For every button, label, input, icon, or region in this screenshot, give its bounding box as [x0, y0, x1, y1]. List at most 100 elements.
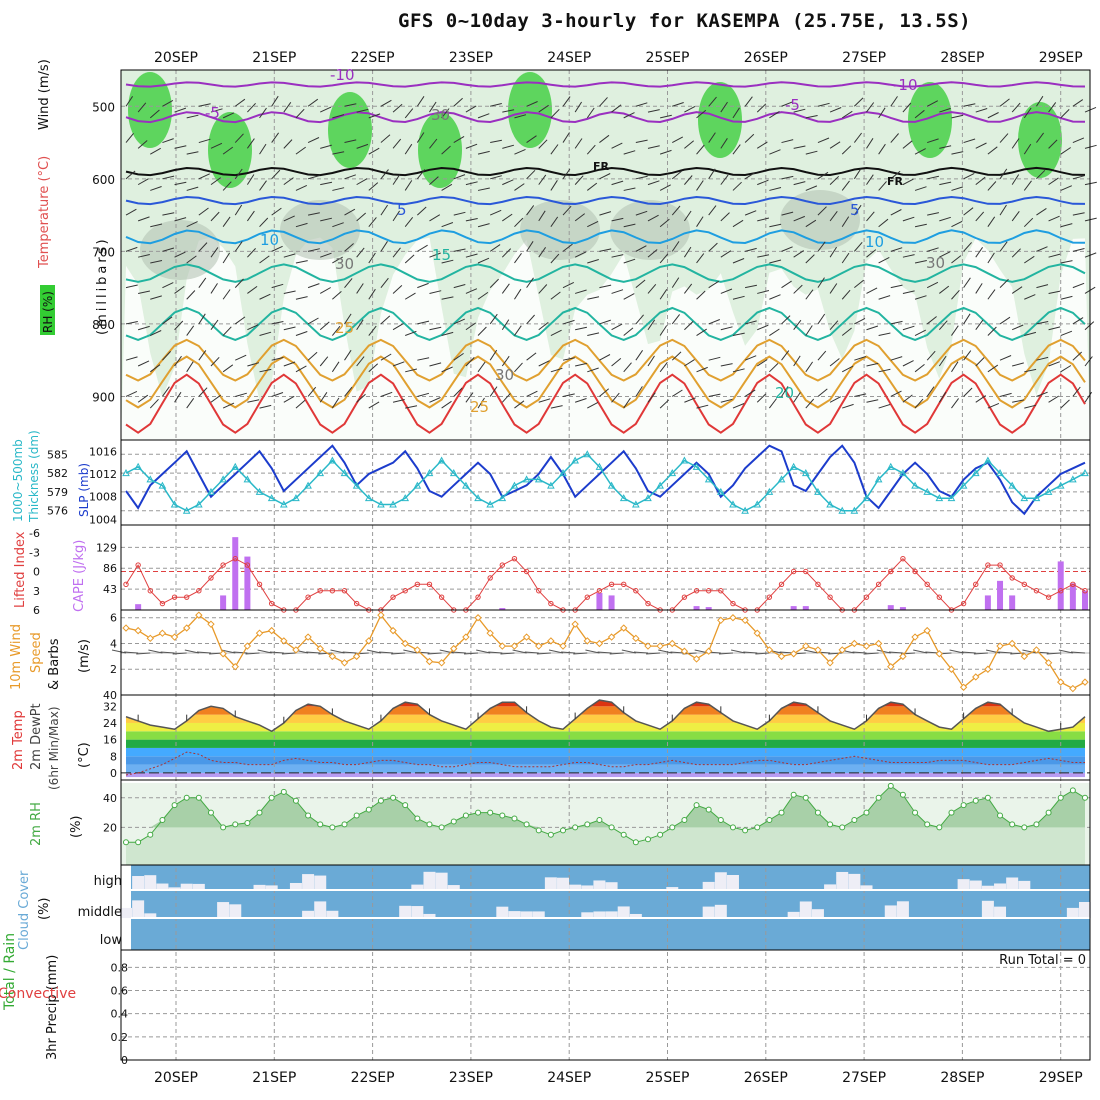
wind-barb [841, 252, 850, 264]
wind-barb [890, 247, 903, 252]
wind-barb [744, 389, 756, 397]
wind-barb [599, 319, 611, 325]
wind-barb [866, 287, 878, 294]
cape-bar [790, 606, 797, 610]
wind-barb [623, 258, 636, 264]
wind-barb-10m [281, 652, 296, 655]
rh-point [305, 812, 312, 819]
wind-barb [769, 259, 782, 264]
wind-barb [150, 147, 161, 155]
wind-barb [453, 352, 464, 361]
moisture-area [128, 72, 172, 148]
wind-barb [404, 292, 416, 300]
thickness-point [911, 481, 919, 489]
wind-barb [271, 95, 279, 107]
wind-barb [878, 181, 887, 191]
wind-barb [1072, 175, 1085, 180]
rh-point [948, 809, 955, 816]
wind-barb [441, 145, 451, 155]
lifted-index-point [317, 588, 323, 594]
date-label-top: 28SEP [940, 50, 984, 66]
rh-point [280, 788, 287, 795]
cape-tick: 86 [103, 562, 117, 575]
wind-barb [732, 368, 745, 373]
wind-speed-point [122, 624, 130, 632]
cloud-high-gap [144, 875, 157, 890]
wind-barb [198, 103, 211, 107]
wind-speed-point [1044, 659, 1053, 667]
wind-barb [477, 291, 489, 300]
wind-barb [926, 350, 936, 361]
temperature-contour [125, 306, 1086, 341]
wind-barb [538, 104, 549, 113]
wind-barb [866, 174, 874, 185]
lifted-index-tick: 6 [33, 604, 40, 617]
wind-barb [999, 133, 1009, 143]
thickness-point [316, 469, 325, 477]
wind-barb [671, 351, 682, 361]
cloud-label: Cloud Cover [17, 870, 32, 950]
wind-barb [769, 363, 779, 373]
wind-barb [271, 357, 284, 361]
lifted-index-tick: 0 [33, 566, 40, 579]
panel-frame [120, 439, 1091, 526]
wind-barb [987, 289, 996, 300]
date-label-bottom: 25SEP [646, 1070, 690, 1086]
wind-speed-point [413, 646, 422, 654]
date-label-bottom: 27SEP [842, 1070, 886, 1086]
wind-barb [975, 395, 986, 403]
wind-barb [1036, 207, 1047, 216]
wind-barb [198, 387, 208, 397]
rh-point [596, 816, 603, 823]
lifted-index-point [353, 600, 360, 607]
thickness-point [765, 487, 774, 495]
wind-barb [368, 252, 376, 264]
cloud-high-gap [192, 883, 205, 890]
wind-barb [866, 399, 879, 403]
wind-barb [392, 285, 403, 294]
temperature-band [126, 747, 1085, 757]
wind-barb-10m [379, 651, 394, 654]
wind-barb [271, 283, 284, 289]
cloud-high-gap [969, 880, 982, 890]
wind-barb [283, 361, 296, 367]
rh-point [414, 815, 421, 822]
wind-barb [890, 284, 903, 289]
wind-speed-point [134, 626, 142, 635]
rh-point [377, 797, 384, 804]
wind-speed-point [219, 650, 227, 658]
wind-barb [623, 112, 635, 119]
rh-point [390, 794, 397, 801]
wind-barb [550, 291, 561, 300]
rh-point [535, 827, 542, 834]
cape-tick: 43 [103, 583, 117, 596]
wind-barb [137, 216, 150, 222]
wind-speed-point [583, 637, 591, 645]
wind-barb [562, 281, 575, 289]
cloud-mid-gap [787, 911, 800, 918]
cape-bar [899, 607, 906, 610]
wind-barb [380, 99, 392, 107]
cloud-level-tick: middle [78, 905, 122, 920]
temp-tick: 8 [110, 750, 117, 763]
wind-speed-point [607, 633, 616, 641]
wind-barb [174, 145, 187, 149]
wind-barb-10m [403, 649, 418, 654]
thickness-tick: 576 [47, 505, 68, 518]
rh-point [620, 831, 627, 838]
wind-barb [1036, 356, 1049, 361]
lifted-index-point [863, 594, 870, 600]
wind-barb [271, 132, 280, 143]
cape-bar [693, 606, 700, 610]
wind-barb [817, 241, 826, 252]
wind-barb [805, 325, 813, 336]
wind-barb [125, 356, 138, 361]
cloud-mid-gap [799, 901, 812, 918]
wind-speed-point [389, 626, 397, 635]
contour-label: 30 [926, 254, 945, 272]
wind-barb [392, 174, 401, 185]
wind-barb [623, 397, 631, 409]
rh-point [292, 797, 299, 804]
cape-tick: 129 [96, 541, 117, 554]
wind-barb-10m [573, 652, 588, 655]
